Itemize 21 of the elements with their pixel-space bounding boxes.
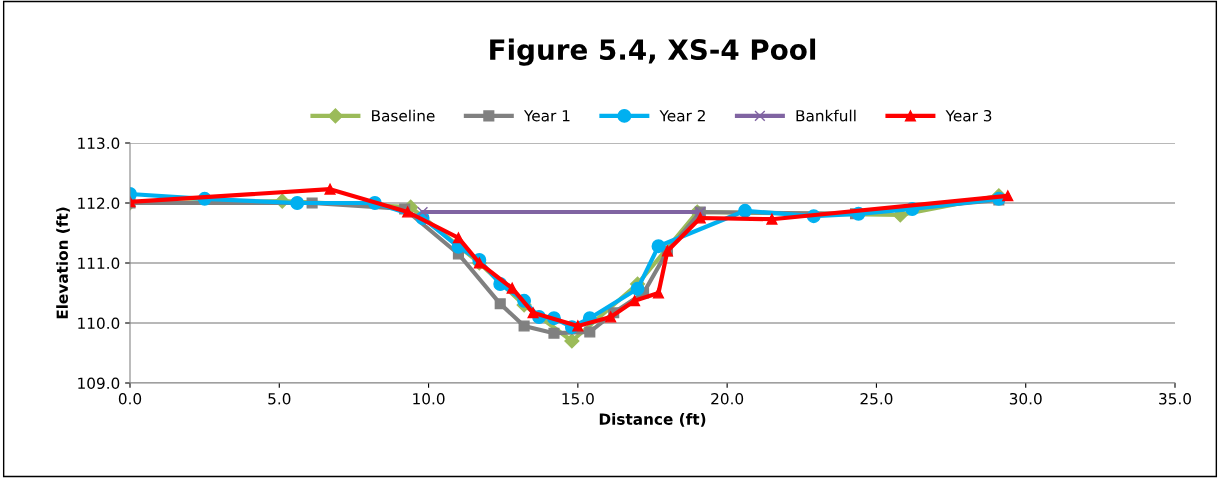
x-tick-label: 30.0	[1009, 392, 1042, 405]
legend-label: Baseline	[372, 109, 435, 122]
x-tick-label: 35.0	[1159, 392, 1191, 405]
legend-label: Year 1	[523, 110, 570, 122]
y-tick-label: 109.0	[78, 377, 120, 390]
y-axis-title: Elevation (ft)	[56, 207, 70, 319]
legend-label: Year 3	[945, 109, 992, 122]
legend-label: Year 2	[659, 109, 705, 122]
y-tick-label: 112.0	[78, 197, 120, 210]
y-tick-label: 111.0	[78, 257, 120, 270]
y-tick-label: 110.0	[78, 317, 120, 330]
y-tick-label: 113.0	[78, 137, 120, 150]
x-tick-label: 20.0	[711, 392, 744, 405]
legend-label: Bankfull	[796, 109, 856, 122]
x-axis-title: Distance (ft)	[599, 413, 706, 427]
x-tick-label: 5.0	[268, 392, 291, 405]
x-tick-label: 15.0	[562, 392, 594, 405]
x-tick-label: 10.0	[413, 392, 445, 405]
chart-title: Figure 5.4, XS-4 Pool	[490, 38, 816, 66]
x-tick-label: 0.0	[118, 392, 142, 405]
x-tick-label: 25.0	[860, 392, 893, 405]
